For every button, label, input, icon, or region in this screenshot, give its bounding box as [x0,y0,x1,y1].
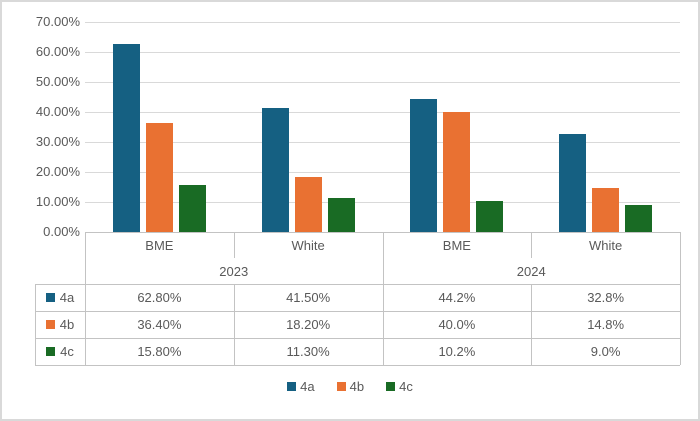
table-value-4a-3: 32.8% [587,290,625,305]
table-value-4a-1: 41.50% [286,290,331,305]
bar-4c-white-1 [327,198,355,232]
y-axis-tick-label: 60.00% [35,44,80,59]
table-row-border [35,338,680,339]
y-axis-tick-label: 70.00% [35,14,80,29]
bar-4a-bme-2 [410,99,438,232]
bar-4b-bme-0 [145,122,173,232]
table-value-4c-2: 10.2% [438,344,476,359]
gridline [85,171,680,173]
table-row-border [35,311,680,312]
table-col-border [531,284,533,365]
bar-4b-bme-2 [443,112,471,232]
y-axis-tick-label: 50.00% [35,74,80,89]
gridline [85,111,680,113]
y-axis-tick-label: 20.00% [35,164,80,179]
bar-4c-bme-2 [476,201,504,232]
4c-color-swatch [46,347,56,356]
table-right-border [680,232,681,365]
table-value-4b-3: 14.8% [587,317,625,332]
series-name: 4a [59,290,75,305]
legend-item-4a: 4a [287,378,315,394]
gridline [85,21,680,23]
4b-color-swatch [45,320,55,329]
y-axis-tick-label: 10.00% [35,194,80,209]
table-col-border [233,232,235,258]
legend-label: 4a [300,378,315,394]
bar-4a-white-1 [261,107,289,232]
table-value-4c-3: 9.0% [590,344,621,359]
4a-color-swatch [45,293,55,302]
table-header-bme: BME [442,237,471,253]
bar-4b-white-1 [294,177,322,232]
legend-label: 4b [349,378,365,394]
table-series-label-4c: 4c [35,338,85,365]
gridline [85,201,680,203]
table-value-4b-2: 40.0% [438,317,476,332]
table-series-label-4a: 4a [35,284,85,311]
table-value-4b-1: 18.20% [286,317,331,332]
table-year-border [382,232,384,365]
legend-label: 4c [399,378,413,394]
gridline [85,81,680,83]
y-axis-tick-label: 0.00% [43,224,80,239]
gridline [85,141,680,143]
table-col-border [85,232,86,365]
table-col-border [233,284,235,365]
table-header-year-2023: 2023 [219,263,249,279]
legend-item-4c: 4c [386,379,413,394]
table-header-white: White [589,237,623,253]
table-header-year-2024: 2024 [516,263,546,279]
bar-4a-bme-0 [112,43,140,232]
table-value-4a-2: 44.2% [438,290,476,305]
table-header-white: White [291,237,325,253]
4b-legend-swatch [336,381,346,391]
table-col-border [35,284,36,365]
table-header-bme: BME [145,237,174,253]
table-row-border [35,284,680,285]
gridline [85,51,680,53]
bar-4b-white-3 [592,187,620,232]
table-value-4c-1: 11.30% [286,344,330,359]
y-axis-tick-label: 40.00% [35,104,80,119]
series-name: 4b [59,317,75,332]
4c-legend-swatch [386,381,396,391]
bar-4a-white-3 [559,133,587,232]
table-value-4b-0: 36.40% [137,317,182,332]
4a-legend-swatch [287,381,297,391]
table-value-4a-0: 62.80% [137,290,182,305]
table-bottom-border [35,365,680,366]
legend-item-4b: 4b [336,378,365,394]
series-name: 4c [60,344,74,359]
bar-4c-white-3 [625,205,653,232]
table-value-4c-0: 15.80% [137,344,182,359]
y-axis-tick-label: 30.00% [35,134,80,149]
table-series-label-4b: 4b [35,311,85,338]
bar-4c-bme-0 [178,184,206,232]
table-col-border [531,232,533,258]
legend: 4a 4b 4c [2,376,698,396]
